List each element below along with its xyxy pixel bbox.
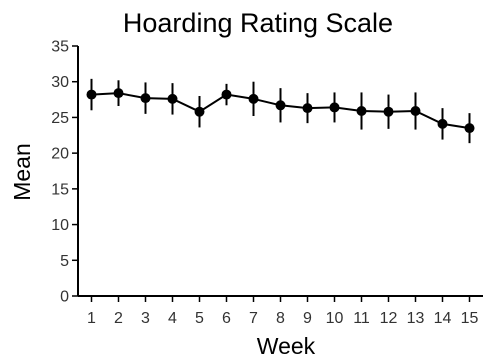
x-tick-label: 11 [353, 310, 370, 327]
x-axis-label: Week [257, 333, 316, 359]
data-point-week-11 [356, 106, 367, 116]
data-point-week-14 [437, 118, 448, 129]
data-point-week-2 [113, 88, 124, 99]
y-tick-label: 30 [51, 74, 69, 91]
x-tick-label: 10 [326, 310, 344, 327]
x-tick-label: 14 [434, 310, 452, 327]
data-point-week-3 [140, 93, 151, 104]
y-tick-label: 10 [51, 217, 69, 234]
x-tick-label: 4 [168, 310, 177, 327]
y-tick-label: 25 [51, 110, 69, 127]
y-ticks: 0 5 10 15 20 25 30 35 [51, 39, 78, 306]
data-point-week-4 [167, 93, 178, 104]
x-tick-label: 5 [195, 310, 204, 327]
x-tick-label: 8 [276, 310, 285, 327]
data-point-week-15 [464, 123, 475, 134]
y-axis-label: Mean [9, 143, 35, 201]
data-point-week-12 [383, 106, 394, 117]
x-tick-label: 13 [407, 310, 425, 327]
x-tick-label: 7 [249, 310, 258, 327]
y-tick-label: 15 [51, 181, 69, 198]
data-point-week-7 [248, 93, 259, 104]
x-tick-label: 6 [222, 310, 231, 327]
y-tick-label: 20 [51, 146, 69, 163]
data-point-week-5 [194, 106, 205, 117]
data-points [86, 88, 475, 134]
data-point-week-8 [275, 100, 286, 111]
y-tick-label: 5 [60, 253, 69, 270]
x-tick-label: 2 [114, 310, 123, 327]
data-point-week-1 [86, 89, 97, 100]
data-point-week-10 [329, 102, 340, 113]
data-point-week-13 [410, 106, 421, 116]
y-tick-label: 35 [51, 39, 69, 56]
x-tick-label: 1 [87, 310, 96, 327]
data-point-week-6 [221, 89, 232, 100]
chart-title: Hoarding Rating Scale [123, 8, 393, 38]
x-tick-label: 3 [141, 310, 150, 327]
x-tick-label: 9 [303, 310, 312, 327]
x-tick-label: 15 [461, 310, 479, 327]
data-point-week-9 [302, 103, 313, 114]
x-ticks: 1 2 3 4 5 6 7 8 9 10 11 12 13 14 15 [87, 296, 479, 327]
x-tick-label: 12 [380, 310, 398, 327]
y-tick-label: 0 [60, 289, 69, 306]
